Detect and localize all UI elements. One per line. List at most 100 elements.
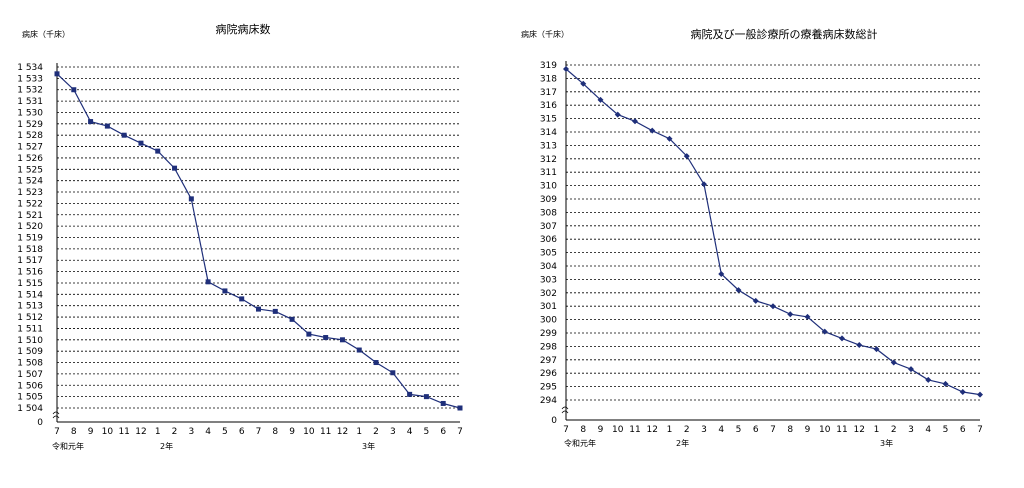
y-tick-label: 1 526 xyxy=(17,154,43,164)
y-tick-label: 1 505 xyxy=(17,393,43,403)
data-point xyxy=(104,123,110,129)
x-tick-label: 4 xyxy=(925,425,931,435)
data-point xyxy=(873,346,880,353)
x-tick-label: 9 xyxy=(598,425,604,435)
data-point xyxy=(272,308,278,314)
data-point xyxy=(770,303,776,310)
x-tick-label: 7 xyxy=(770,425,776,435)
data-point xyxy=(804,313,811,320)
series-line xyxy=(565,68,981,396)
data-point xyxy=(138,140,144,146)
y-tick-label: 1 515 xyxy=(17,279,43,289)
x-tick-label: 7 xyxy=(563,425,569,435)
y-tick-label: 1 522 xyxy=(17,199,43,209)
x-tick-label: 12 xyxy=(135,427,146,437)
unit-label: 病床（千床） xyxy=(521,29,569,39)
y-tick-label: 305 xyxy=(540,249,557,259)
y-tick-label: 319 xyxy=(540,61,557,71)
y-tick-label: 294 xyxy=(540,396,557,406)
x-tick-label: 2 xyxy=(684,425,690,435)
x-tick-label: 11 xyxy=(629,425,640,435)
y-tick-label: 1 509 xyxy=(17,347,43,357)
x-tick-label: 4 xyxy=(205,427,211,437)
x-tick-label: 7 xyxy=(54,427,60,437)
data-point xyxy=(856,342,863,349)
y-tick-label: 1 528 xyxy=(17,131,43,141)
y-tick-label: 1 517 xyxy=(17,256,43,266)
data-point xyxy=(222,288,228,294)
data-point xyxy=(188,196,194,202)
y-tick-label: 1 508 xyxy=(17,359,43,369)
data-point xyxy=(373,360,379,366)
unit-label: 病床（千床） xyxy=(22,29,70,39)
data-point xyxy=(172,165,178,171)
y-tick-label: 315 xyxy=(540,115,557,125)
y-tick-label: 296 xyxy=(540,369,557,379)
data-point xyxy=(339,337,345,343)
data-point xyxy=(440,400,446,406)
data-point xyxy=(423,394,429,400)
x-tick-label: 11 xyxy=(320,427,331,437)
y-tick-label: 308 xyxy=(540,208,557,218)
x-tick-label: 6 xyxy=(239,427,245,437)
x-tick-label: 9 xyxy=(289,427,295,437)
x-tick-label: 10 xyxy=(102,427,114,437)
x-tick-label: 2 xyxy=(373,427,379,437)
y-tick-label: 1 529 xyxy=(17,120,43,130)
year-label: 令和元年 xyxy=(52,441,84,451)
x-tick-label: 8 xyxy=(787,425,793,435)
x-tick-label: 8 xyxy=(71,427,77,437)
y-tick-label: 313 xyxy=(540,141,557,151)
x-tick-label: 6 xyxy=(960,425,966,435)
x-tick-label: 1 xyxy=(874,425,880,435)
y-tick-label: 1 519 xyxy=(17,234,43,244)
x-tick-label: 3 xyxy=(188,427,194,437)
y-tick-label: 312 xyxy=(540,155,557,165)
y-tick-label: 302 xyxy=(540,289,557,299)
y-tick-label: 295 xyxy=(540,383,557,393)
y-tick-label: 1 511 xyxy=(17,324,43,334)
data-point xyxy=(121,132,127,138)
data-point xyxy=(908,366,914,373)
x-tick-label: 3 xyxy=(908,425,914,435)
y-tick-label: 1 516 xyxy=(17,268,43,278)
data-point xyxy=(155,148,161,154)
y-tick-label: 1 533 xyxy=(17,74,43,84)
data-point xyxy=(597,96,604,103)
y-tick-label: 303 xyxy=(540,275,557,285)
x-tick-label: 3 xyxy=(390,427,396,437)
year-label: 2年 xyxy=(160,441,173,451)
x-tick-label: 12 xyxy=(854,425,865,435)
x-tick-label: 5 xyxy=(943,425,949,435)
data-point xyxy=(390,370,396,376)
x-tick-label: 10 xyxy=(819,425,831,435)
x-tick-label: 5 xyxy=(736,425,742,435)
y-tick-label: 1 525 xyxy=(17,165,43,175)
data-point xyxy=(752,297,759,304)
y-tick-label: 314 xyxy=(540,128,557,138)
data-point xyxy=(407,391,413,397)
y-tick-label: 1 530 xyxy=(17,108,43,118)
x-tick-label: 6 xyxy=(753,425,759,435)
y-tick-label: 306 xyxy=(540,235,557,245)
data-point xyxy=(683,153,690,160)
data-point xyxy=(54,71,60,77)
y-tick-label: 1 531 xyxy=(17,97,43,107)
axis-break-mark xyxy=(561,406,569,414)
x-tick-label: 6 xyxy=(440,427,446,437)
data-point xyxy=(306,331,312,337)
x-tick-label: 4 xyxy=(718,425,724,435)
y-tick-label: 310 xyxy=(540,182,557,192)
y-tick-label: 1 524 xyxy=(17,177,43,187)
x-tick-label: 5 xyxy=(222,427,228,437)
data-point xyxy=(701,181,707,188)
y-tick-label: 317 xyxy=(540,88,557,98)
data-point xyxy=(977,391,983,398)
data-point xyxy=(942,380,949,387)
y-tick-label: 301 xyxy=(540,302,557,312)
data-point xyxy=(323,335,329,341)
x-tick-label: 8 xyxy=(580,425,586,435)
data-point xyxy=(787,311,794,318)
data-point xyxy=(356,347,362,353)
data-point xyxy=(839,335,845,342)
